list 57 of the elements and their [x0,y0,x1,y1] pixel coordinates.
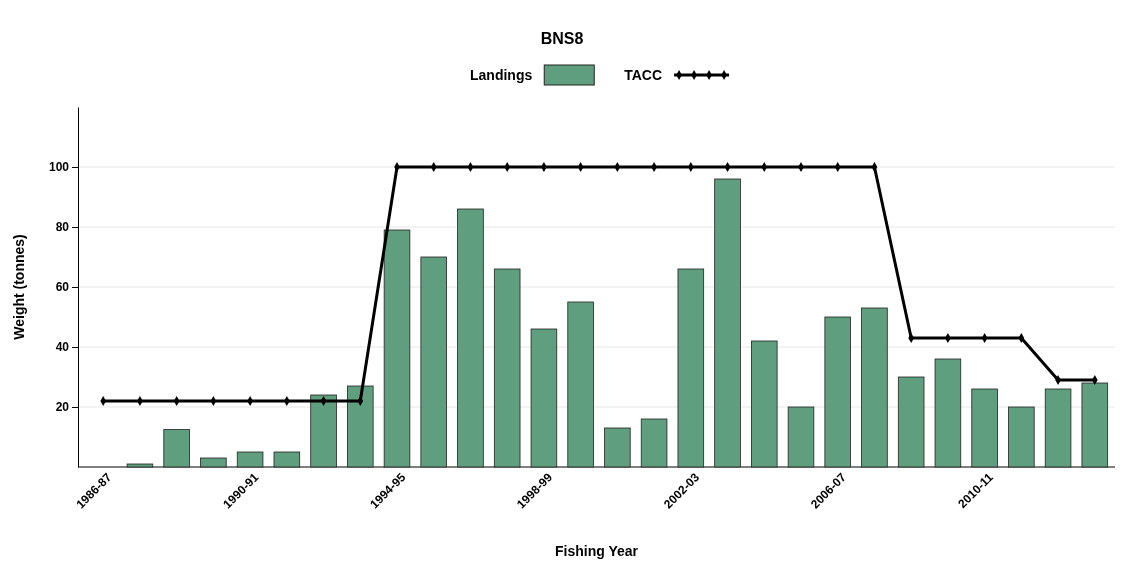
y-tick-label: 80 [55,220,70,235]
point [981,333,988,343]
bar [347,385,374,468]
point [871,162,878,172]
bar [934,358,962,468]
bar [163,429,190,468]
bar [310,394,337,468]
y-axis-title: Weight (tonnes) [11,234,27,340]
y-tick-label: 100 [48,160,70,175]
bar [383,229,411,468]
bar [530,328,558,468]
point [320,396,327,406]
point [210,396,217,406]
point [504,162,511,172]
bar [751,340,778,468]
y-tick-label: 40 [55,340,70,355]
bar [1044,388,1072,468]
point [357,396,364,406]
point [834,162,841,172]
point [577,162,584,172]
point [724,162,731,172]
legend-label: TACC [624,67,663,83]
point [614,162,621,172]
point [100,396,107,406]
bar [1008,406,1035,468]
bar [897,376,925,468]
point [687,162,694,172]
legend-label: Landings [470,67,533,83]
bar [787,406,815,468]
bar [567,301,594,468]
point [283,396,290,406]
bar [457,208,484,468]
bar [677,268,705,468]
bar [236,451,264,468]
bar [971,388,998,468]
point [467,162,474,172]
bar [493,268,521,468]
point [430,162,437,172]
bar [861,307,888,468]
point [1018,333,1025,343]
point [908,333,915,343]
y-tick-label: 60 [55,280,70,295]
point [761,162,768,172]
bar [126,463,154,468]
bar [273,451,301,468]
bar [200,457,227,468]
bar [604,427,631,468]
bar [824,316,851,468]
bar [714,178,741,468]
x-axis-title: Fishing Year [555,543,639,559]
bar [1081,382,1109,468]
bar [420,256,447,468]
bar [640,418,668,468]
y-tick-label: 20 [55,400,70,415]
chart-title: BNS8 [540,30,584,47]
point [1091,375,1098,385]
point [173,396,180,406]
